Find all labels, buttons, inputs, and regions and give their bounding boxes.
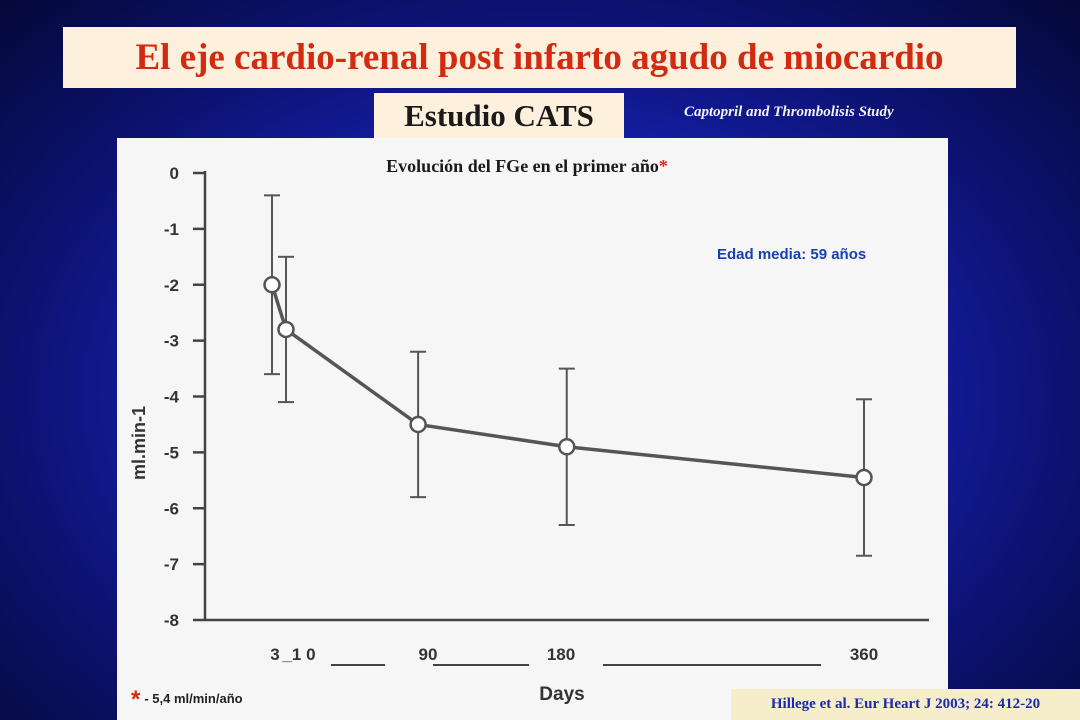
- y-tick-label: 0: [170, 164, 179, 183]
- reference-box: Hillege et al. Eur Heart J 2003; 24: 412…: [731, 689, 1080, 720]
- x-tick-label: 180: [547, 645, 575, 664]
- footnote: * - 5,4 ml/min/año: [131, 686, 243, 714]
- y-tick-label: -6: [164, 499, 179, 518]
- x-axis-label: Days: [539, 684, 584, 705]
- x-tick-label: 90: [419, 645, 438, 664]
- y-tick-label: -5: [164, 443, 179, 462]
- y-axis-label: ml.min-1: [129, 406, 149, 480]
- chart-panel: 0 -1 -2 -3 -4 -5 -6 -7 -8 ml.min-1 3 _1 0 90 180 360 Da…: [117, 138, 948, 720]
- data-point: [263, 276, 281, 294]
- data-point: [409, 415, 427, 434]
- y-tick-label: -3: [164, 332, 179, 351]
- x-tick-label: 360: [850, 645, 878, 664]
- data-point: [855, 468, 873, 487]
- y-tick-label: -2: [164, 276, 179, 295]
- y-tick-label: -4: [164, 388, 180, 407]
- age-note: Edad media: 59 años: [717, 246, 867, 263]
- chart-title: Evolución del FGe en el primer año*: [317, 156, 737, 177]
- study-label: Estudio CATS: [374, 93, 624, 139]
- data-point: [557, 438, 576, 456]
- y-tick-label: -1: [164, 220, 179, 239]
- x-tick-label: _1 0: [281, 645, 315, 664]
- y-tick-label: -8: [164, 611, 179, 630]
- data-point: [277, 320, 295, 339]
- chart-title-star: *: [658, 156, 668, 176]
- study-subtitle: Captopril and Thrombolisis Study: [684, 104, 894, 120]
- chart-title-text: Evolución del FGe en el primer año: [386, 156, 659, 176]
- slide-title: El eje cardio-renal post infarto agudo d…: [63, 27, 1016, 88]
- footnote-text: - 5,4 ml/min/año: [144, 691, 243, 706]
- x-tick-label: 3: [270, 645, 279, 664]
- y-tick-label: -7: [164, 555, 179, 574]
- line-chart: 0 -1 -2 -3 -4 -5 -6 -7 -8 ml.min-1 3 _1 0 90 180 360 Da…: [129, 164, 929, 705]
- footnote-star: *: [131, 686, 141, 713]
